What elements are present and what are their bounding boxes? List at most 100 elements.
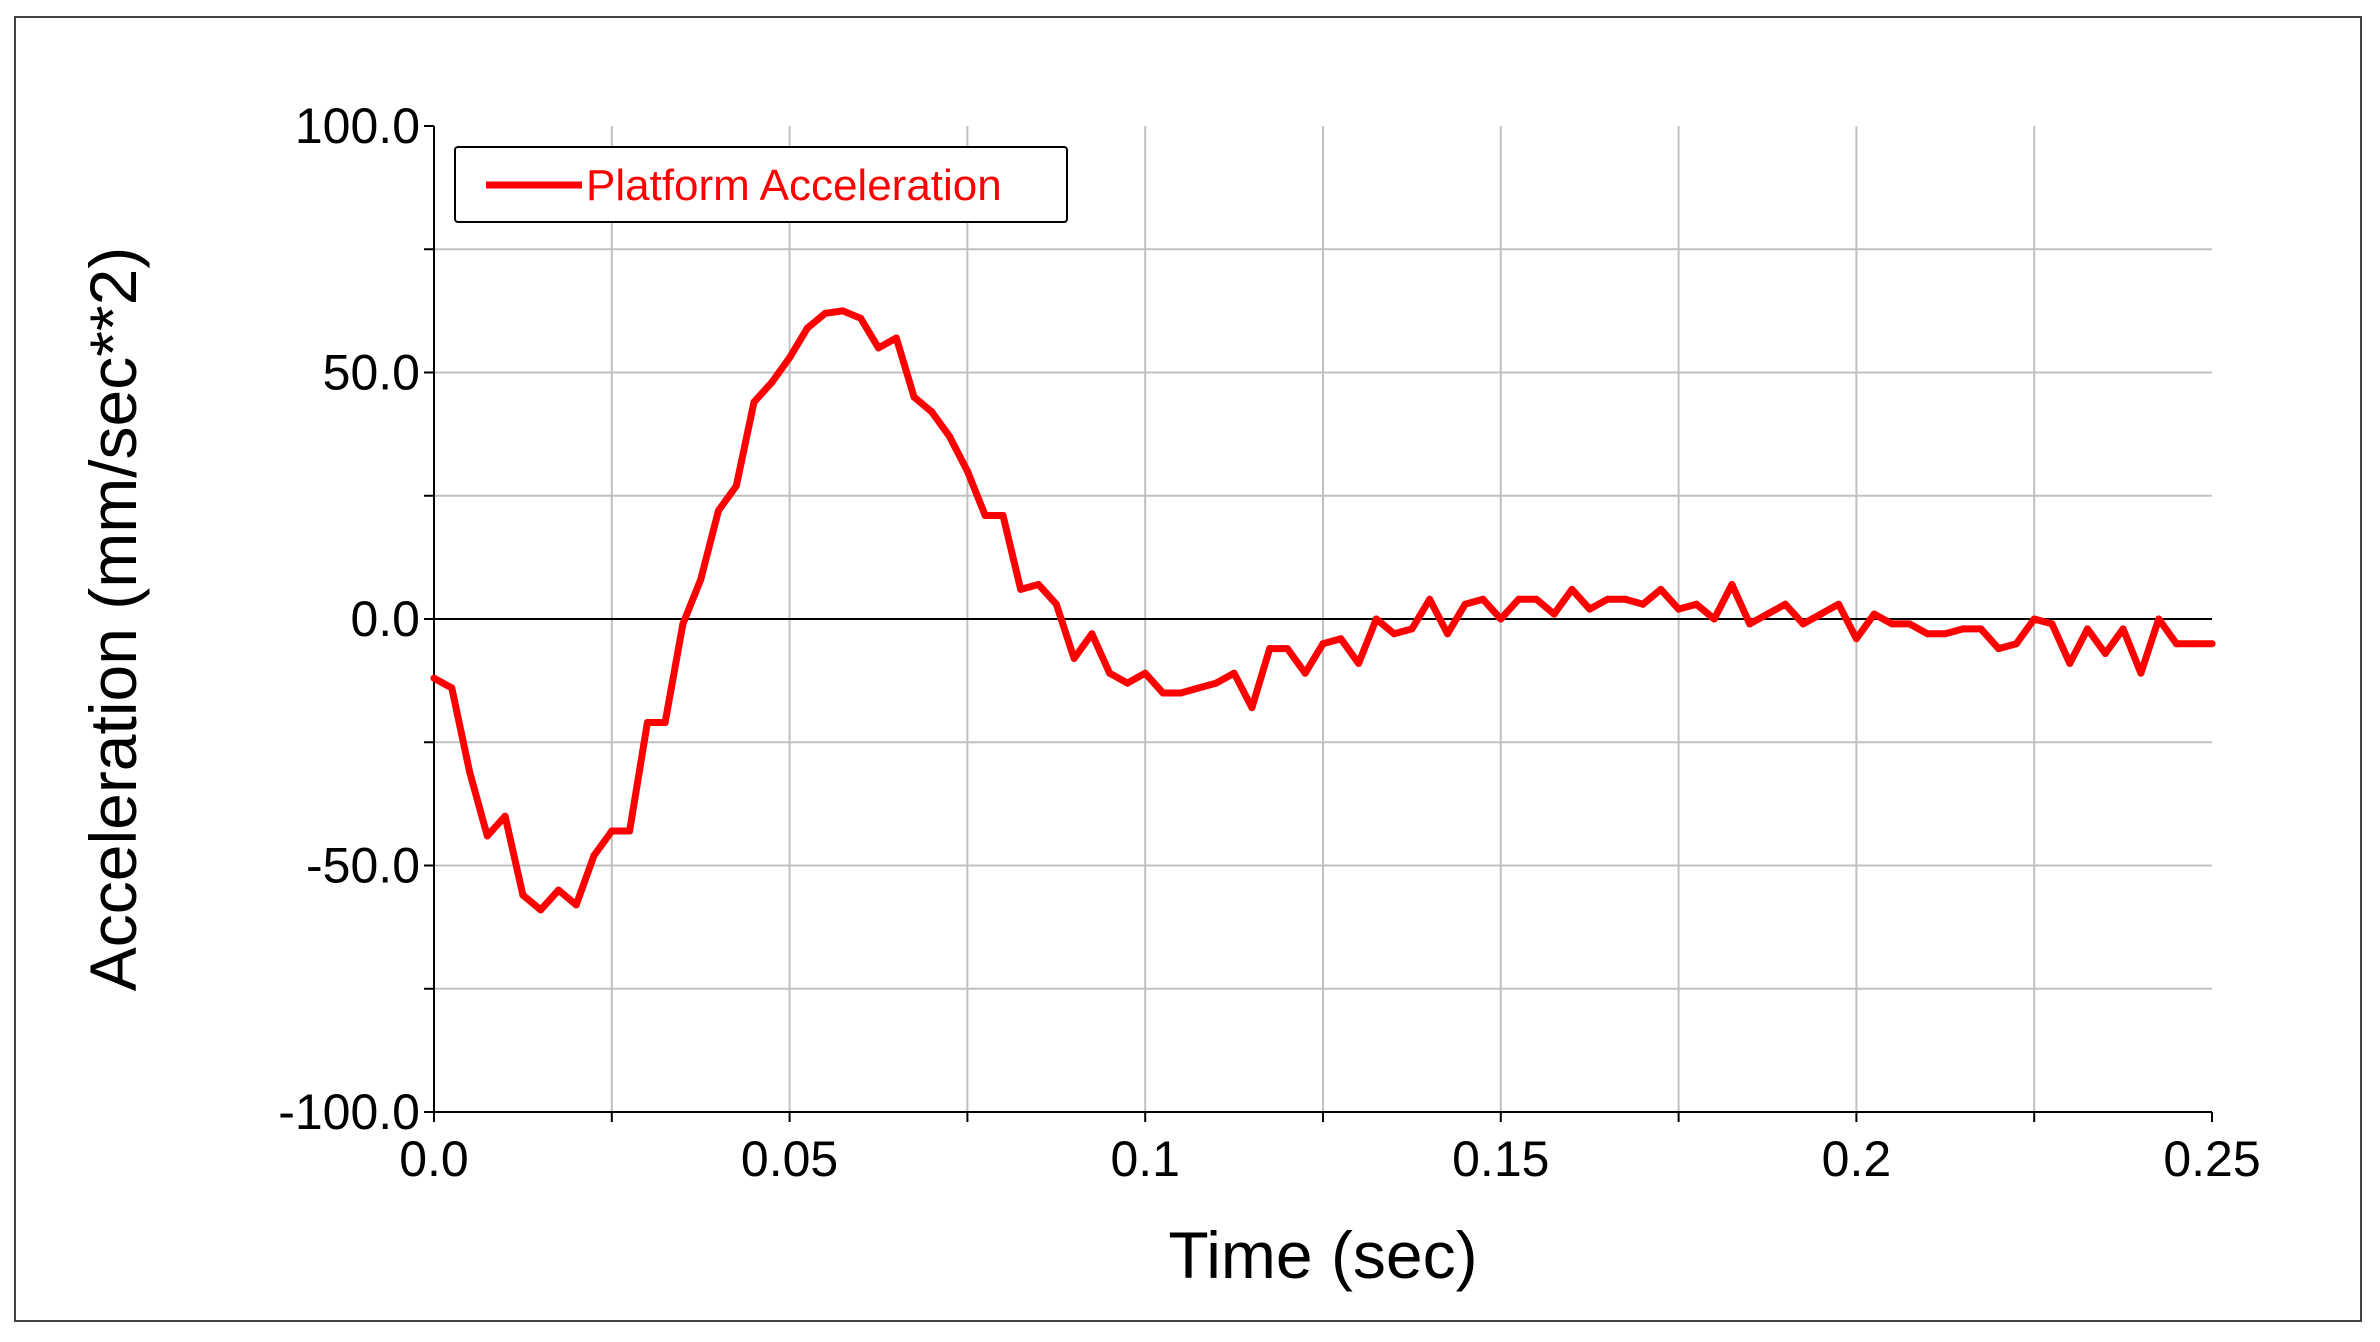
- data-point: [1870, 610, 1878, 618]
- data-point: [732, 482, 740, 490]
- data-point: [981, 512, 989, 519]
- data-point: [1799, 620, 1807, 628]
- data-point: [2084, 625, 2091, 633]
- x-tick-label: 0.25: [2163, 1131, 2260, 1187]
- x-tick-label: 0.1: [1110, 1131, 1180, 1187]
- data-point: [1764, 610, 1771, 618]
- data-point: [1444, 630, 1451, 638]
- data-point: [430, 674, 438, 682]
- x-tick-label: 0.15: [1452, 1131, 1549, 1187]
- y-axis-title: Acceleration (mm/sec**2): [76, 247, 150, 992]
- data-point: [839, 307, 847, 315]
- data-point: [1035, 581, 1042, 588]
- data-point: [1977, 625, 1985, 633]
- data-point: [1390, 630, 1398, 638]
- data-point: [2066, 659, 2074, 667]
- data-point: [1195, 684, 1202, 692]
- axes: [433, 126, 2212, 1113]
- data-point: [821, 309, 829, 317]
- data-point: [697, 576, 705, 584]
- data-point: [1515, 595, 1523, 603]
- data-point: [1106, 669, 1114, 677]
- chart-frame: [14, 16, 2362, 1322]
- data-point: [501, 812, 509, 820]
- data-point: [1123, 679, 1131, 687]
- data-point: [661, 719, 669, 726]
- data-point: [1141, 669, 1149, 677]
- y-tick-labels: 100.0 50.0 0.0 -50.0 -100.0: [278, 98, 420, 1140]
- data-point: [715, 507, 722, 514]
- data-point: [999, 512, 1007, 519]
- data-point: [892, 334, 900, 342]
- data-point: [1337, 635, 1345, 643]
- x-axis-title: Time (sec): [1168, 1218, 1477, 1292]
- data-point: [857, 314, 865, 322]
- y-tick-label: -100.0: [278, 1084, 420, 1140]
- data-point: [1408, 625, 1416, 633]
- data-point: [1532, 595, 1540, 603]
- data-point: [1746, 620, 1754, 628]
- data-point: [1052, 600, 1060, 608]
- data-point: [786, 354, 794, 362]
- data-point: [1586, 605, 1594, 613]
- data-point: [1639, 600, 1647, 608]
- data-point: [2208, 640, 2216, 648]
- data-point: [1301, 669, 1309, 677]
- data-point: [555, 886, 562, 894]
- y-tick-label: 0.0: [350, 591, 420, 647]
- data-point: [768, 378, 776, 386]
- data-point: [1283, 645, 1291, 653]
- data-point: [1479, 595, 1487, 603]
- data-point: [1248, 704, 1256, 712]
- data-point: [626, 827, 634, 835]
- data-point: [572, 901, 580, 909]
- data-point: [2190, 640, 2198, 648]
- data-point: [1372, 615, 1380, 623]
- data-point: [910, 393, 918, 401]
- data-point: [2030, 615, 2038, 623]
- y-tick-label: 100.0: [295, 98, 420, 154]
- x-tick-labels: 0.0 0.05 0.1 0.15 0.2 0.25: [399, 1131, 2260, 1187]
- data-point: [2048, 620, 2056, 628]
- data-point: [1088, 630, 1096, 638]
- data-point: [1692, 600, 1700, 608]
- data-point: [1355, 659, 1363, 667]
- data-point: [2137, 669, 2145, 677]
- data-point: [1159, 689, 1167, 697]
- data-point: [750, 398, 758, 406]
- data-point: [946, 433, 954, 441]
- data-point: [519, 891, 527, 899]
- data-points: [430, 307, 2216, 914]
- data-point: [2155, 615, 2163, 623]
- data-point: [590, 852, 598, 860]
- data-point: [448, 684, 456, 692]
- data-point: [1177, 689, 1185, 697]
- data-point: [1959, 625, 1967, 633]
- data-point: [2012, 640, 2020, 648]
- data-point: [1319, 640, 1327, 648]
- data-point: [608, 827, 616, 835]
- data-point: [1212, 679, 1220, 687]
- y-tick-label: -50.0: [306, 838, 420, 894]
- data-point: [1728, 581, 1736, 588]
- data-point: [1888, 620, 1896, 628]
- data-point: [1924, 630, 1931, 638]
- data-point: [963, 467, 971, 475]
- y-tick-label: 50.0: [323, 345, 420, 401]
- legend-label: Platform Acceleration: [586, 161, 1002, 210]
- legend: Platform Acceleration: [454, 146, 1068, 223]
- legend-box: [454, 146, 1068, 223]
- data-point: [1995, 645, 2003, 653]
- data-point: [679, 620, 687, 628]
- data-point: [1852, 635, 1860, 643]
- data-point: [643, 719, 651, 726]
- data-point: [1017, 585, 1025, 593]
- data-point: [1550, 610, 1558, 618]
- data-point: [1230, 669, 1238, 677]
- data-point: [466, 768, 474, 776]
- x-tick-label: 0.0: [399, 1131, 469, 1187]
- data-point: [1621, 595, 1629, 603]
- data-point: [1710, 615, 1718, 623]
- x-tick-label: 0.2: [1822, 1131, 1892, 1187]
- data-point: [1568, 585, 1576, 593]
